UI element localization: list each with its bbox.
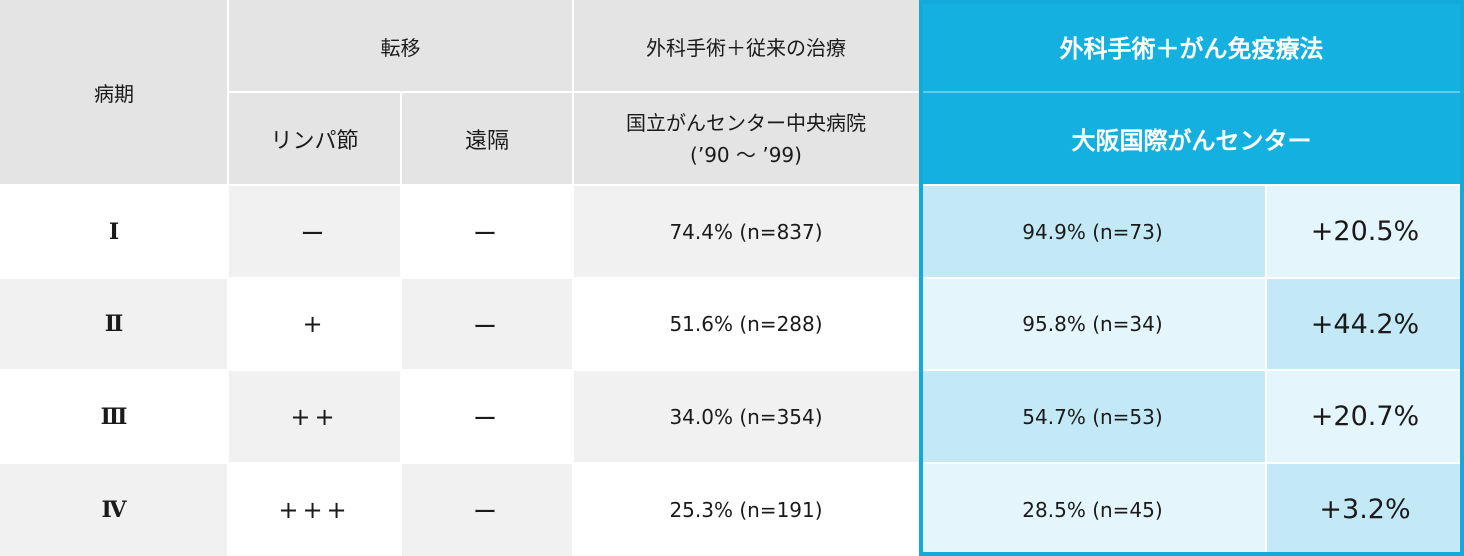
row-2-distant: ー	[401, 278, 573, 370]
stage-label: Ⅳ	[101, 496, 127, 523]
row-2-diff: +44.2%	[1266, 278, 1464, 370]
row-3-stage: Ⅲ	[0, 370, 228, 463]
diff-value: +20.7%	[1310, 401, 1420, 432]
grid-line	[919, 91, 1464, 93]
header-conventional: 外科手術＋従来の治療	[573, 0, 919, 92]
row-3-distant: ー	[401, 370, 573, 463]
lymph-value: +	[302, 310, 327, 338]
stage-label: Ⅱ	[104, 311, 124, 337]
header-stage-label: 病期	[94, 82, 134, 106]
distant-value: ー	[473, 405, 501, 433]
header-immuno-source-label: 大阪国際がんセンター	[1071, 127, 1312, 155]
immuno-value: 54.7% (n=53)	[1022, 404, 1163, 429]
diff-value: +20.5%	[1310, 216, 1420, 247]
row-2-conventional: 51.6% (n=288)	[573, 278, 919, 370]
lymph-value: +++	[278, 495, 351, 524]
grid-line	[0, 184, 1464, 186]
header-immuno-label: 外科手術＋がん免疫療法	[1059, 34, 1324, 63]
grid-line	[0, 462, 1464, 464]
row-4-diff: +3.2%	[1266, 463, 1464, 556]
diff-value: +44.2%	[1310, 308, 1420, 340]
distant-value: ー	[473, 220, 501, 248]
row-1-stage: Ⅰ	[0, 185, 228, 278]
header-distant-label: 遠隔	[464, 128, 509, 154]
row-3-lymph: ++	[228, 370, 401, 463]
grid-line	[400, 92, 402, 556]
row-4-lymph: +++	[228, 463, 401, 556]
header-conventional-label: 外科手術＋従来の治療	[646, 35, 846, 60]
row-4-stage: Ⅳ	[0, 463, 228, 556]
header-conventional-source-name: 国立がんセンター中央病院	[626, 110, 866, 135]
row-3-diff: +20.7%	[1266, 370, 1464, 463]
header-metastasis: 転移	[228, 0, 573, 92]
immuno-value: 94.9% (n=73)	[1022, 219, 1163, 244]
lymph-value: ++	[290, 402, 339, 431]
row-3-immuno: 54.7% (n=53)	[919, 370, 1266, 463]
header-metastasis-label: 転移	[380, 35, 421, 60]
header-distant: 遠隔	[401, 92, 573, 185]
grid-line	[0, 277, 1464, 279]
row-2-lymph: +	[228, 278, 401, 370]
conventional-value: 74.4% (n=837)	[669, 219, 823, 244]
row-4-conventional: 25.3% (n=191)	[573, 463, 919, 556]
row-2-stage: Ⅱ	[0, 278, 228, 370]
header-conventional-source: 国立がんセンター中央病院 (’90 ～ ’99)	[573, 92, 919, 185]
stage-label: Ⅰ	[108, 218, 120, 245]
row-1-immuno: 94.9% (n=73)	[919, 185, 1266, 278]
grid-line	[0, 369, 1464, 371]
row-1-distant: ー	[401, 185, 573, 278]
diff-value: +3.2%	[1319, 494, 1411, 525]
distant-value: ー	[473, 312, 501, 341]
header-lymph-label: リンパ節	[270, 128, 359, 154]
row-1-conventional: 74.4% (n=837)	[573, 185, 919, 278]
conventional-value: 51.6% (n=288)	[669, 312, 823, 336]
header-lymph: リンパ節	[228, 92, 401, 185]
immuno-value: 28.5% (n=45)	[1022, 497, 1163, 522]
row-4-distant: ー	[401, 463, 573, 556]
header-conventional-source-period: (’90 ～ ’99)	[690, 142, 802, 167]
header-immuno: 外科手術＋がん免疫療法	[919, 0, 1464, 92]
header-stage: 病期	[0, 0, 228, 185]
distant-value: ー	[473, 498, 501, 526]
conventional-value: 34.0% (n=354)	[669, 404, 823, 429]
header-immuno-source: 大阪国際がんセンター	[919, 92, 1464, 185]
lymph-value: ー	[300, 220, 329, 248]
grid-line	[228, 91, 919, 93]
row-1-lymph: ー	[228, 185, 401, 278]
immuno-value: 95.8% (n=34)	[1022, 312, 1163, 336]
stage-label: Ⅲ	[100, 403, 128, 430]
row-2-immuno: 95.8% (n=34)	[919, 278, 1266, 370]
row-4-immuno: 28.5% (n=45)	[919, 463, 1266, 556]
conventional-value: 25.3% (n=191)	[669, 497, 823, 522]
row-3-conventional: 34.0% (n=354)	[573, 370, 919, 463]
row-1-diff: +20.5%	[1266, 185, 1464, 278]
